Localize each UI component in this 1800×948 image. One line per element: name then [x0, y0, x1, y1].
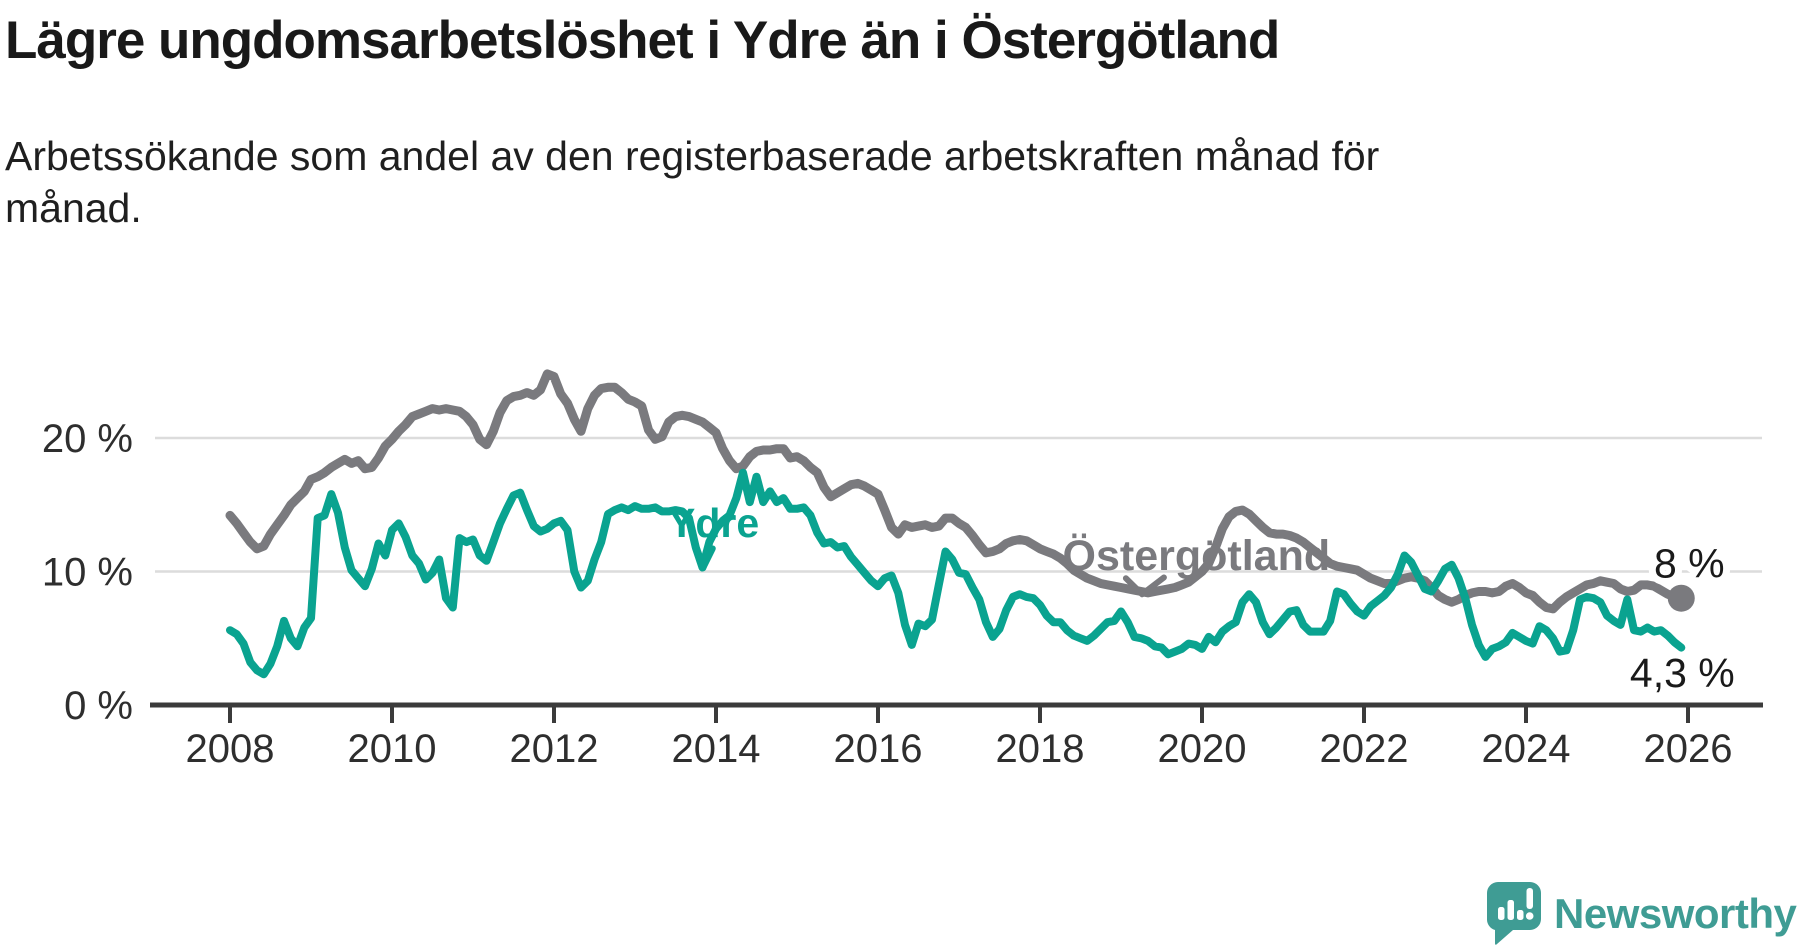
bar-3 — [1517, 910, 1524, 920]
x-tick-label-2026: 2026 — [1644, 727, 1733, 771]
x-tick-label-2022: 2022 — [1320, 727, 1409, 771]
x-tick-label-2014: 2014 — [672, 727, 761, 771]
x-tick-label-2018: 2018 — [996, 727, 1085, 771]
series-line-ydre — [226, 468, 1686, 679]
chart-subtitle: Arbetssökande som andel av den registerb… — [5, 133, 1380, 232]
series-end-dot-ostergotland — [1667, 584, 1695, 612]
exclamation-bar — [1526, 888, 1533, 909]
end-value-label: 8 % — [1654, 541, 1725, 587]
y-tick-label-10: 10 % — [42, 551, 133, 595]
newsworthy-logo-icon — [1487, 882, 1541, 945]
y-tick-label-0: 0 % — [64, 684, 133, 728]
series-line-ostergotland — [225, 369, 1686, 614]
exclamation-dot — [1525, 912, 1534, 920]
series-label-östergötland: Östergötland — [1063, 532, 1331, 580]
chart-title: Lägre ungdomsarbetslöshet i Ydre än i Ös… — [5, 11, 1280, 70]
y-tick-label-20: 20 % — [42, 417, 133, 461]
x-tick-label-2016: 2016 — [834, 727, 923, 771]
end-value-label: 4,3 % — [1630, 650, 1735, 696]
series-label-arrow-östergötland — [1122, 574, 1167, 598]
series-label-arrow-ydre — [693, 544, 716, 570]
x-tick-label-2012: 2012 — [510, 727, 599, 771]
x-tick-label-2020: 2020 — [1158, 727, 1247, 771]
x-tick-label-2008: 2008 — [186, 727, 275, 771]
newsworthy-logo: Newsworthy — [1487, 882, 1797, 945]
x-tick-label-2010: 2010 — [348, 727, 437, 771]
newsworthy-wordmark: Newsworthy — [1554, 889, 1797, 937]
bar-1 — [1498, 907, 1505, 920]
x-tick-label-2024: 2024 — [1482, 727, 1571, 771]
series-label-ydre: Ydre — [668, 500, 759, 546]
bar-2 — [1507, 900, 1514, 920]
